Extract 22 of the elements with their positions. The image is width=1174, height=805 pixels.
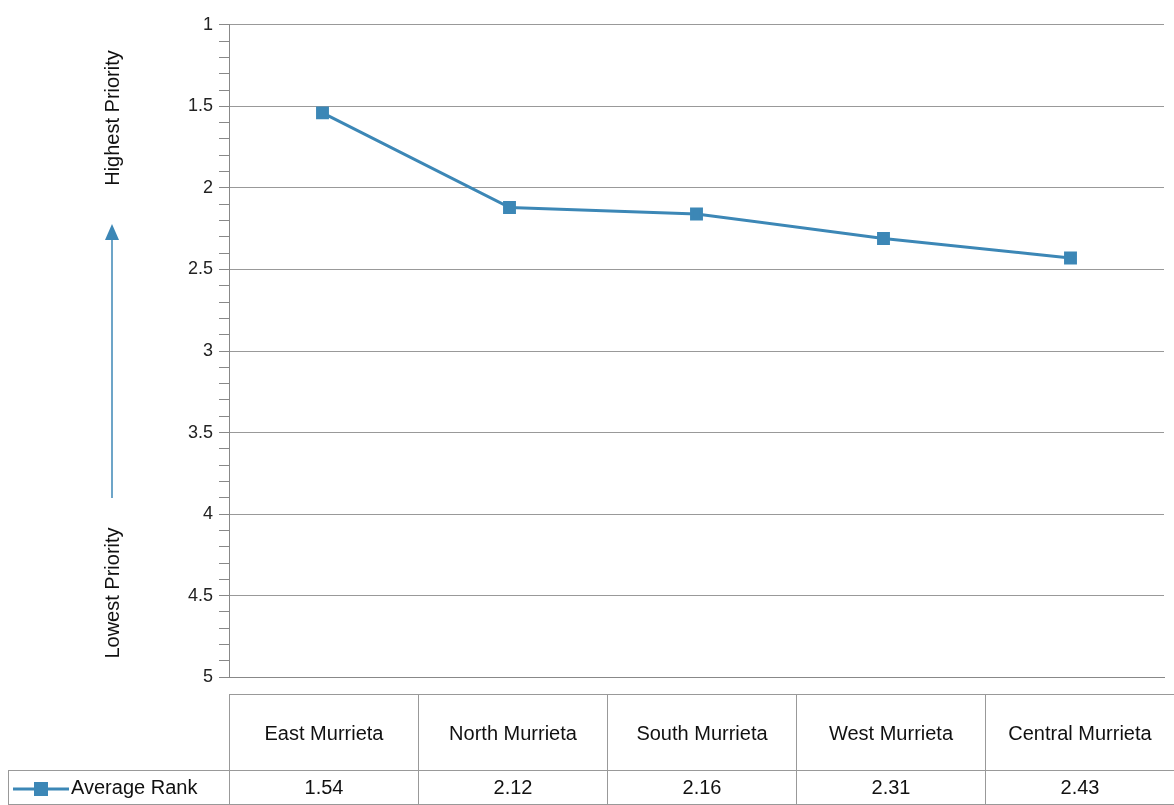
y-tick-label: 4.5	[187, 584, 213, 605]
x-tick-label: East Murrieta	[229, 694, 419, 771]
y-tick-label: 3.5	[187, 421, 213, 442]
y-axis-title: Lowest Priority	[100, 526, 124, 661]
y-tick-label: 2.5	[187, 258, 213, 279]
data-label: 2.43	[985, 770, 1174, 805]
y-tick-label: 2	[202, 176, 213, 197]
x-tick-label: North Murrieta	[418, 694, 608, 771]
data-label: 1.54	[229, 770, 419, 805]
data-label: 2.31	[796, 770, 986, 805]
y-tick-label: 5	[202, 666, 213, 687]
legend-label: Average Rank	[71, 776, 198, 798]
data-label: 2.16	[607, 770, 797, 805]
data-label: 2.12	[418, 770, 608, 805]
y-tick-label: 4	[202, 503, 213, 524]
y-tick-label: 1	[202, 13, 213, 34]
y-tick-label: 3	[202, 339, 213, 360]
x-tick-label: West Murrieta	[796, 694, 986, 771]
x-tick-label: Central Murrieta	[985, 694, 1174, 771]
y-tick-label: 1.5	[187, 95, 213, 116]
x-tick-label: South Murrieta	[607, 694, 797, 771]
text: Highest Priority	[100, 49, 124, 188]
